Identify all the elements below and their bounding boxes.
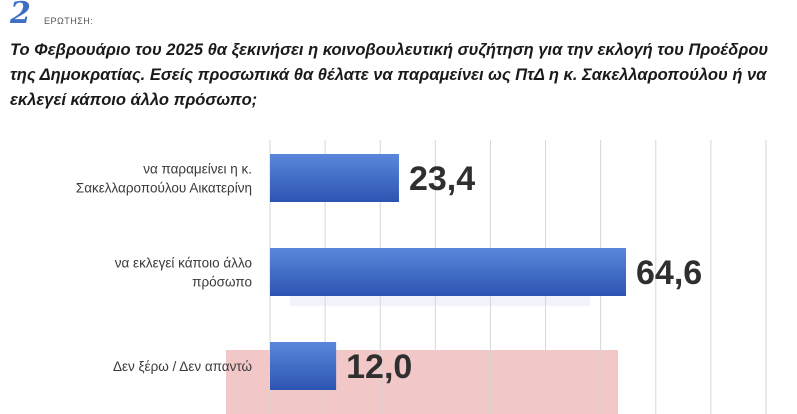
category-label-line: Σακελλαροπούλου Αικατερίνη: [76, 181, 252, 196]
category-labels: να παραμείνει η κ. Σακελλαροπούλου Αικατε…: [76, 162, 252, 375]
question-number: 2: [10, 0, 31, 31]
category-label-line: να παραμείνει η κ.: [143, 162, 252, 177]
bar: [270, 248, 627, 296]
value-label: 12,0: [346, 348, 412, 386]
category-label: να εκλεγεί κάποιο άλλο πρόσωπο: [115, 256, 252, 290]
question-label: ΕΡΩΤΗΣΗ:: [44, 16, 94, 26]
bar: [270, 342, 337, 390]
category-label: Δεν ξέρω / Δεν απαντώ: [113, 359, 252, 374]
category-label-line: Δεν ξέρω / Δεν απαντώ: [113, 359, 252, 374]
chart-bars: [270, 154, 627, 390]
value-label: 64,6: [636, 254, 702, 292]
category-label-line: να εκλεγεί κάποιο άλλο: [115, 256, 252, 271]
category-label: να παραμείνει η κ. Σακελλαροπούλου Αικατε…: [76, 162, 252, 196]
question-text: Το Φεβρουάριο του 2025 θα ξεκινήσει η κο…: [10, 41, 769, 109]
bar: [270, 154, 399, 202]
value-labels: 23,4 64,6 12,0: [346, 160, 702, 386]
value-label: 23,4: [409, 160, 475, 198]
category-label-line: πρόσωπο: [192, 275, 252, 290]
